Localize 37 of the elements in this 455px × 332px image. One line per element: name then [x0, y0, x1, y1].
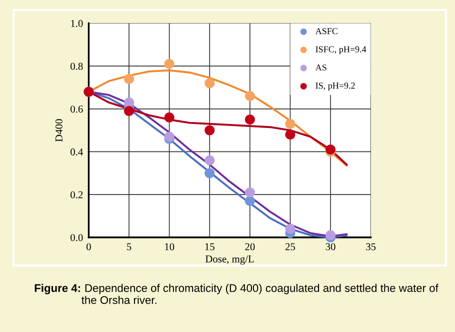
- point: [204, 168, 215, 178]
- point: [244, 187, 255, 198]
- legend-label: ASFC: [315, 28, 338, 34]
- x-tick-label: 15: [205, 243, 214, 250]
- point: [244, 90, 255, 102]
- point: [204, 78, 215, 88]
- point: [124, 97, 134, 108]
- legend-label: IS, pH=9.2: [316, 82, 355, 91]
- point: [124, 106, 134, 116]
- point: [285, 130, 296, 140]
- legend-label: ISFC, pH=9.4: [316, 46, 366, 54]
- x-tick-label: 10: [165, 243, 174, 250]
- y-tick-label: 0.2: [70, 191, 83, 198]
- y-tick-label: 0.0: [70, 234, 83, 242]
- x-tick-label: 25: [285, 243, 296, 250]
- y-tick-label: 0.6: [70, 106, 83, 113]
- point: [164, 58, 174, 69]
- x-tick-label: 20: [245, 243, 255, 250]
- point: [124, 74, 134, 84]
- point: [285, 118, 296, 129]
- y-tick-label: 0.4: [70, 148, 84, 156]
- y-axis-title: D400: [55, 119, 62, 142]
- point: [285, 224, 296, 234]
- legend-label: AS: [315, 64, 326, 71]
- y-tick-label: 1.0: [71, 20, 83, 27]
- point: [244, 196, 255, 206]
- x-axis-title: Dose, mg/L: [205, 255, 254, 265]
- x-tick-label: 35: [366, 243, 376, 250]
- point: [204, 125, 215, 136]
- point: [164, 112, 174, 123]
- y-tick-label: 0.8: [70, 62, 83, 70]
- point: [204, 155, 215, 166]
- x-tick-label: 30: [326, 243, 336, 250]
- point: [244, 114, 255, 125]
- x-tick-label: 5: [127, 243, 132, 250]
- x-tick-label: 0: [86, 243, 91, 250]
- caption: Figure 4: Dependence of chromaticity (D 400) coagulated and settled the water of the Orsha river.: [34, 284, 438, 304]
